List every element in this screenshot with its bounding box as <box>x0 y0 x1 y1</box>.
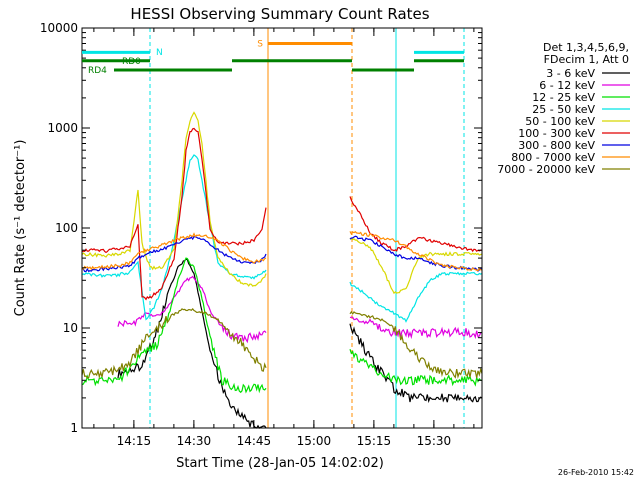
x-axis: 14:15 14:30 14:45 15:00 15:15 15:30 <box>93 28 475 448</box>
series-line <box>117 258 267 429</box>
y-tick-label: 1000 <box>47 121 78 135</box>
legend-label: 300 - 800 keV <box>518 139 595 152</box>
x-tick-label: 14:45 <box>237 434 272 448</box>
legend-label: 800 - 7000 keV <box>511 151 595 164</box>
flag-label-rd0: RD0 <box>122 57 141 67</box>
y-axis-label: Count Rate (s⁻¹ detector⁻¹) <box>13 140 28 317</box>
series-line <box>81 236 267 273</box>
series-line <box>117 275 267 344</box>
series-line <box>349 310 483 379</box>
flag-label-s: S <box>257 39 263 49</box>
series-line <box>81 154 267 321</box>
legend-label: 6 - 12 keV <box>539 79 595 92</box>
x-tick-label: 14:30 <box>177 434 212 448</box>
legend-label: 100 - 300 keV <box>518 127 595 140</box>
y-tick-label: 10 <box>63 321 78 335</box>
x-tick-label: 15:30 <box>417 434 452 448</box>
legend-label: 3 - 6 keV <box>546 67 595 80</box>
legend: Det 1,3,4,5,6,9,FDecim 1, Att 03 - 6 keV… <box>497 41 630 176</box>
flag-label-rd4: RD4 <box>88 66 107 76</box>
y-tick-label: 1 <box>70 421 78 435</box>
series-line <box>349 316 483 340</box>
legend-label: 7000 - 20000 keV <box>497 163 595 176</box>
series-line <box>81 111 267 287</box>
legend-label: 50 - 100 keV <box>525 115 595 128</box>
series-line <box>349 323 483 404</box>
legend-label: 25 - 50 keV <box>532 103 595 116</box>
legend-header: Det 1,3,4,5,6,9, <box>543 41 629 54</box>
plot-area <box>81 28 483 429</box>
flag-label-n: N <box>156 48 163 58</box>
flag-bars: N S RD0 RD4 <box>82 39 464 76</box>
chart-title: HESSI Observing Summary Count Rates <box>130 5 429 23</box>
series-line <box>81 127 267 301</box>
footer-timestamp: 26-Feb-2010 15:42 <box>558 468 634 477</box>
series-line <box>349 231 483 272</box>
series-line <box>81 232 267 271</box>
legend-label: 12 - 25 keV <box>532 91 595 104</box>
series-line <box>349 349 482 387</box>
series-line <box>349 271 483 323</box>
y-tick-label: 10000 <box>40 21 78 35</box>
series-line <box>81 257 267 394</box>
legend-header: FDecim 1, Att 0 <box>544 53 629 66</box>
x-tick-label: 15:15 <box>357 434 392 448</box>
x-tick-label: 15:00 <box>297 434 332 448</box>
series-line <box>349 237 483 295</box>
y-tick-label: 100 <box>55 221 78 235</box>
x-tick-label: 14:15 <box>117 434 152 448</box>
y-axis: 1 10 100 1000 10000 <box>40 21 482 435</box>
series-line <box>81 308 267 379</box>
x-axis-label: Start Time (28-Jan-05 14:02:02) <box>176 456 384 471</box>
